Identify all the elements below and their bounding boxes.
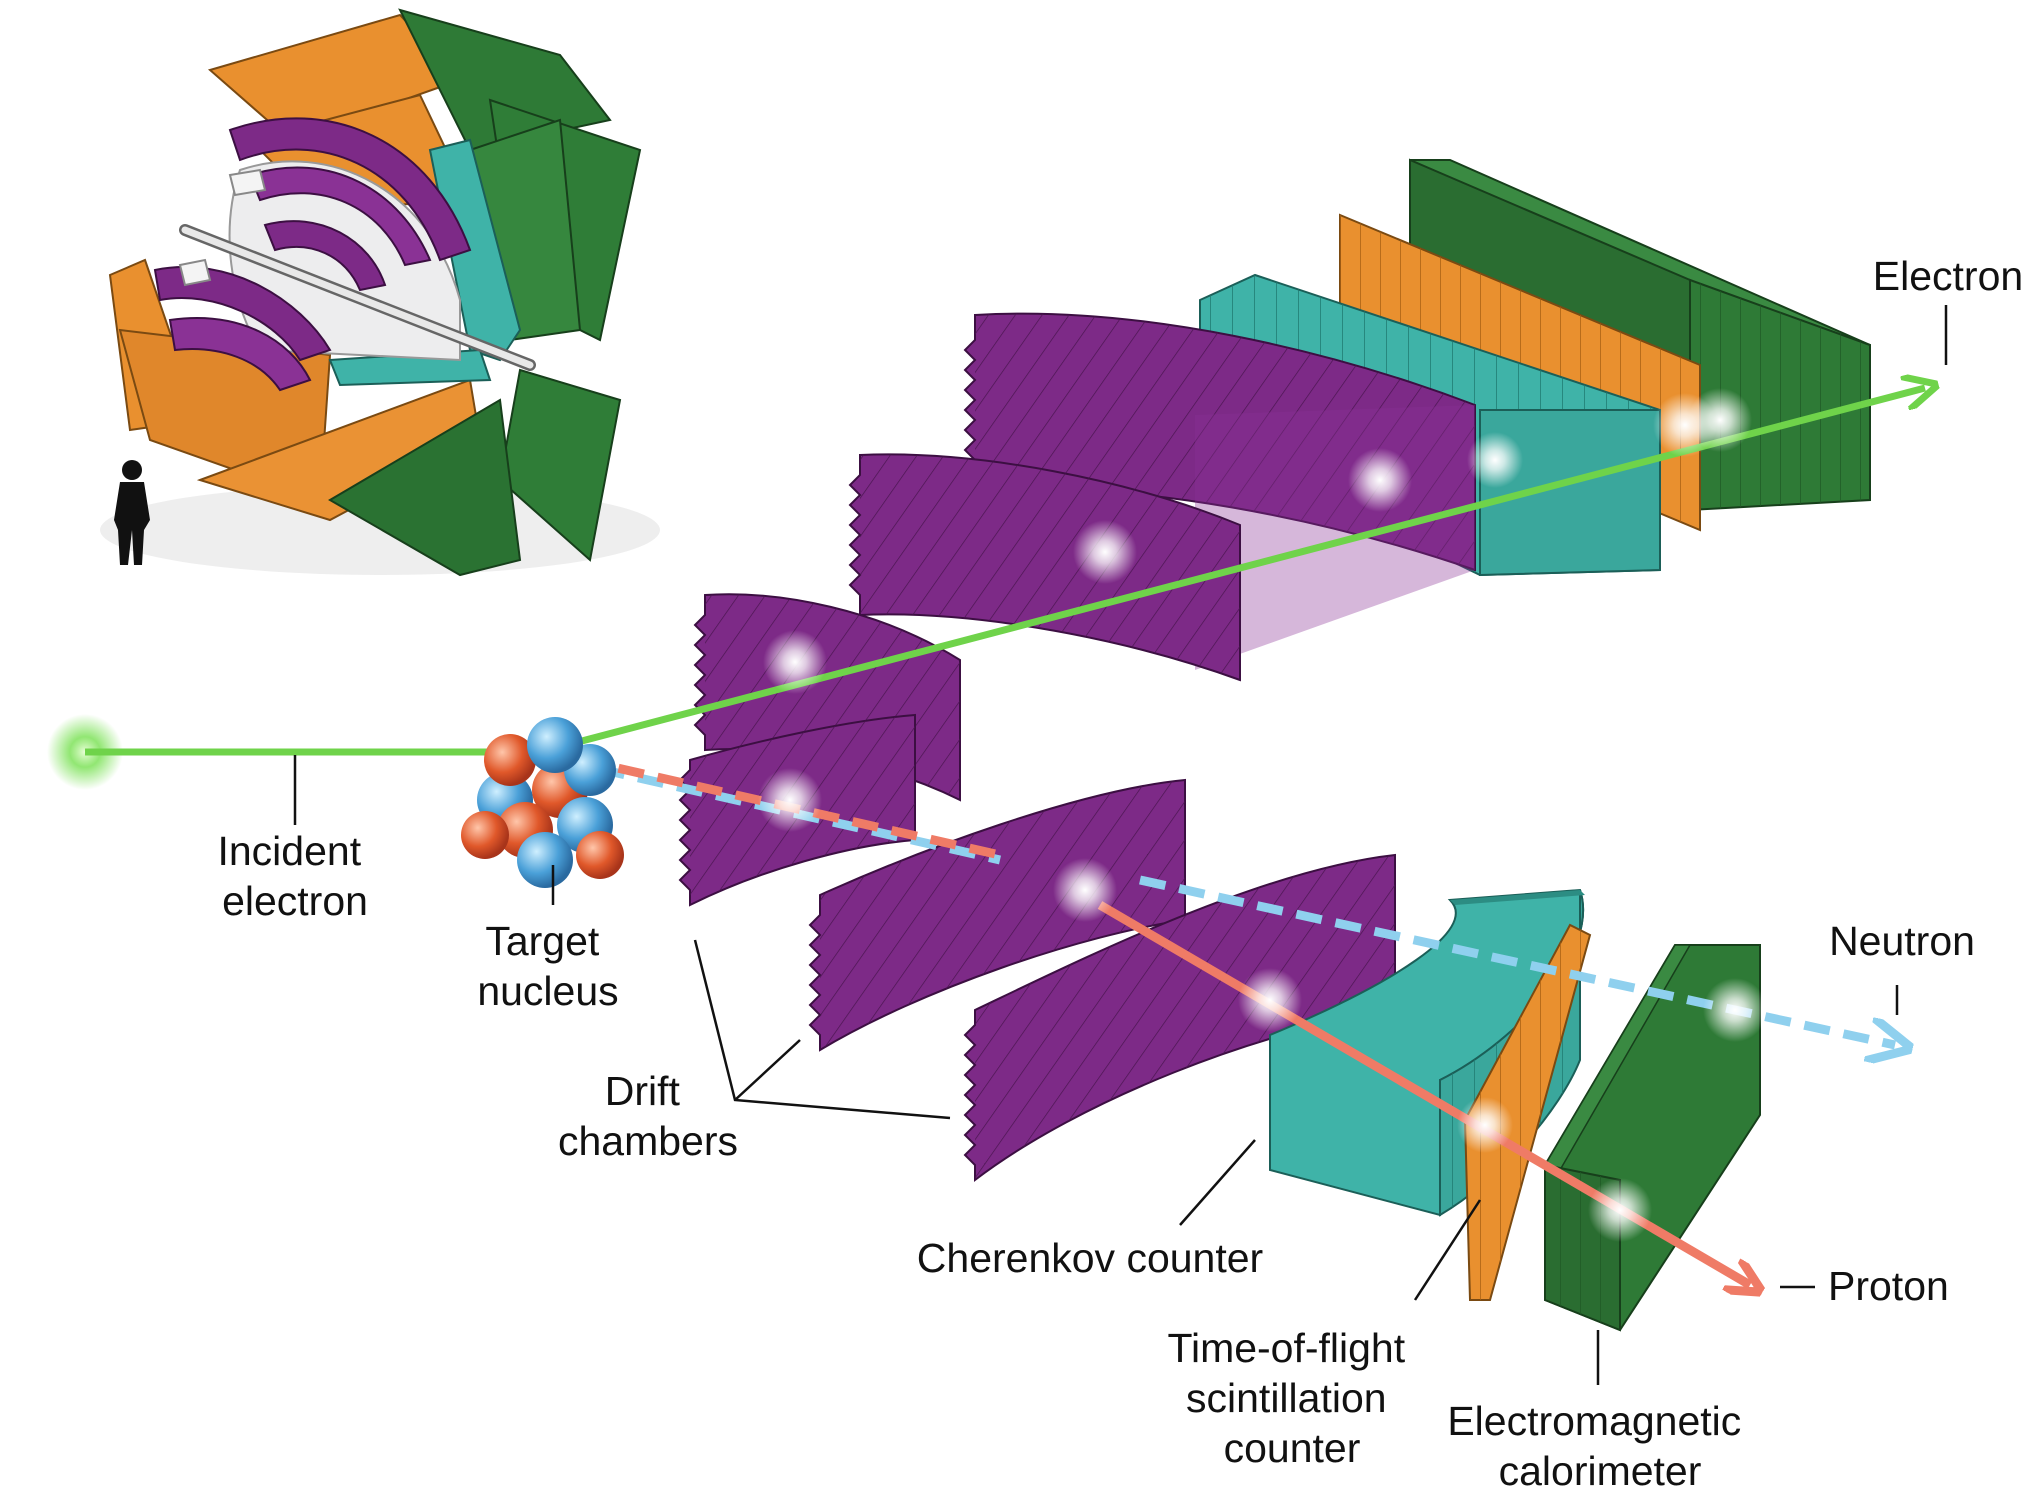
target-nucleus-label: Target nucleus — [477, 918, 618, 1014]
detector-overview-icon — [100, 8, 660, 577]
proton-label: Proton — [1828, 1263, 1949, 1309]
lower-tof — [1463, 923, 1592, 1301]
lower-drift-chamber-2 — [808, 778, 1186, 1052]
person-silhouette-icon — [114, 460, 150, 565]
cherenkov-counter-label: Cherenkov counter — [917, 1235, 1263, 1281]
drift-chambers-label: Drift chambers — [558, 1068, 738, 1164]
leader-lines — [293, 305, 1948, 1385]
incident-electron-track — [47, 714, 540, 790]
tof-counter-label: Time-of-flight scintillation counter — [1167, 1325, 1416, 1471]
neutron-label: Neutron — [1829, 918, 1975, 964]
upper-drift-chamber-3 — [963, 312, 1476, 670]
nucleus-icon — [461, 717, 624, 888]
hit-flash-icon — [758, 388, 1767, 1242]
calorimeter-label: Electromagnetic calorimeter — [1447, 1398, 1752, 1494]
upper-drift-chamber-2 — [848, 453, 1241, 682]
electron-label: Electron — [1873, 253, 2023, 299]
incident-electron-label: Incident electron — [217, 828, 372, 924]
